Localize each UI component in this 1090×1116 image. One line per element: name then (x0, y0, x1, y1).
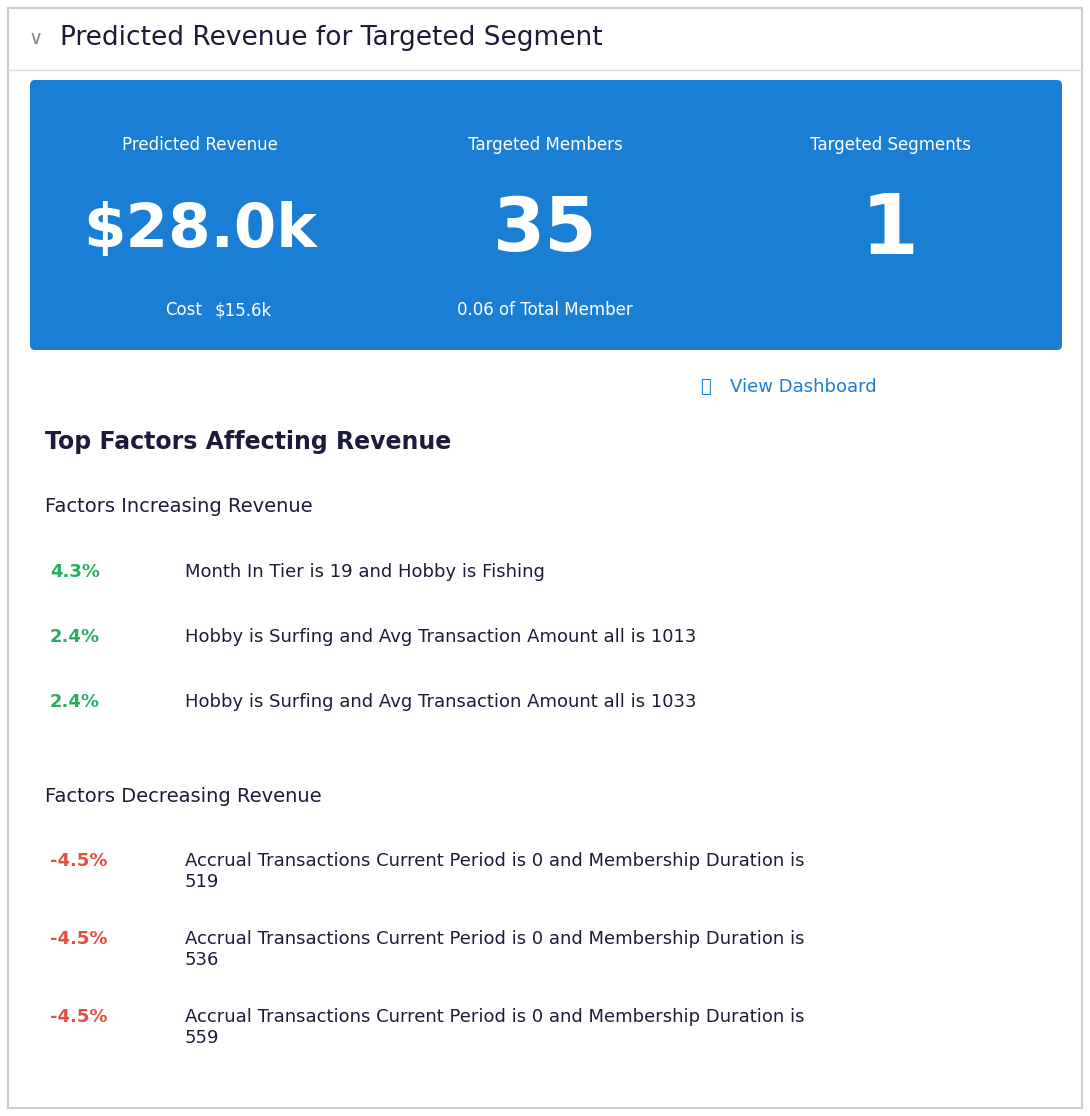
Text: 4.3%: 4.3% (50, 562, 100, 581)
Text: -4.5%: -4.5% (50, 1008, 108, 1026)
Text: Predicted Revenue for Targeted Segment: Predicted Revenue for Targeted Segment (60, 25, 603, 51)
FancyBboxPatch shape (31, 80, 1062, 350)
Text: $28.0k: $28.0k (83, 201, 317, 260)
Text: Accrual Transactions Current Period is 0 and Membership Duration is
519: Accrual Transactions Current Period is 0… (185, 852, 804, 891)
Text: Predicted Revenue: Predicted Revenue (122, 136, 278, 154)
Text: ∨: ∨ (28, 29, 43, 48)
Text: -4.5%: -4.5% (50, 930, 108, 947)
Text: Hobby is Surfing and Avg Transaction Amount all is 1033: Hobby is Surfing and Avg Transaction Amo… (185, 693, 697, 711)
Text: Cost: Cost (165, 301, 202, 319)
Text: Hobby is Surfing and Avg Transaction Amount all is 1013: Hobby is Surfing and Avg Transaction Amo… (185, 628, 697, 646)
Text: 0.06 of Total Member: 0.06 of Total Member (457, 301, 633, 319)
Text: 35: 35 (493, 193, 597, 267)
Text: -4.5%: -4.5% (50, 852, 108, 870)
Text: Factors Decreasing Revenue: Factors Decreasing Revenue (45, 788, 322, 807)
Text: 1: 1 (861, 190, 919, 270)
Text: Top Factors Affecting Revenue: Top Factors Affecting Revenue (45, 430, 451, 454)
Text: ⧉: ⧉ (700, 378, 711, 396)
Text: 2.4%: 2.4% (50, 693, 100, 711)
FancyBboxPatch shape (8, 8, 1082, 1108)
Text: Month In Tier is 19 and Hobby is Fishing: Month In Tier is 19 and Hobby is Fishing (185, 562, 545, 581)
Text: Accrual Transactions Current Period is 0 and Membership Duration is
536: Accrual Transactions Current Period is 0… (185, 930, 804, 969)
Text: Accrual Transactions Current Period is 0 and Membership Duration is
559: Accrual Transactions Current Period is 0… (185, 1008, 804, 1047)
Text: Targeted Members: Targeted Members (468, 136, 622, 154)
Text: View Dashboard: View Dashboard (730, 378, 876, 396)
Text: $15.6k: $15.6k (215, 301, 272, 319)
Text: Factors Increasing Revenue: Factors Increasing Revenue (45, 498, 313, 517)
Text: Targeted Segments: Targeted Segments (810, 136, 970, 154)
Text: 2.4%: 2.4% (50, 628, 100, 646)
